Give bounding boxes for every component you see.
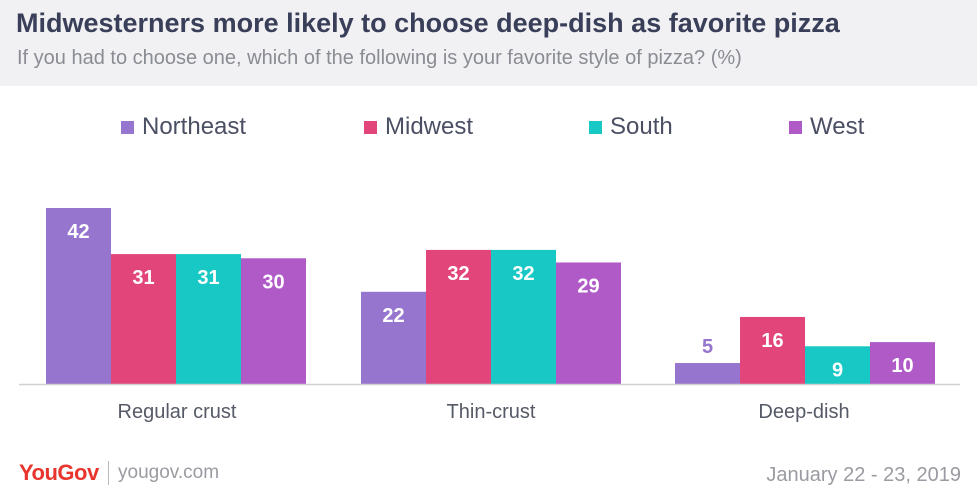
bar-regular-crust-northeast (46, 208, 111, 384)
data-label-thin-crust-northeast: 22 (382, 305, 404, 327)
footer-divider (108, 461, 109, 485)
legend-swatch-northeast (121, 120, 134, 134)
category-label-thin-crust: Thin-crust (447, 401, 536, 423)
bar-deep-dish-midwest (740, 316, 805, 384)
bar-thin-crust-west (556, 262, 621, 384)
data-label-thin-crust-midwest: 32 (447, 263, 469, 285)
bar-regular-crust-midwest (111, 254, 176, 384)
data-label-deep-dish-midwest: 16 (761, 330, 783, 352)
data-label-regular-crust-midwest: 31 (132, 267, 154, 289)
legend-item-south: South (589, 110, 673, 144)
bar-deep-dish-west (870, 342, 935, 384)
bar-regular-crust-west (241, 258, 306, 384)
data-label-regular-crust-south: 31 (197, 267, 219, 289)
legend-item-northeast: Northeast (121, 110, 246, 144)
data-label-deep-dish-northeast: 5 (702, 336, 713, 358)
legend-label-south: South (610, 113, 673, 140)
data-label-deep-dish-west: 10 (891, 355, 913, 377)
data-label-thin-crust-south: 32 (512, 263, 534, 285)
data-label-regular-crust-northeast: 42 (67, 221, 89, 243)
bar-thin-crust-midwest (426, 249, 491, 384)
chart-title: Midwesterners more likely to choose deep… (16, 8, 840, 38)
legend-label-west: West (810, 113, 865, 140)
legend-label-northeast: Northeast (142, 113, 247, 140)
footer-url: yougov.com (118, 462, 220, 483)
data-label-deep-dish-south: 9 (832, 359, 843, 381)
yougov-logo: YouGov (19, 460, 99, 485)
category-label-deep-dish: Deep-dish (758, 401, 849, 423)
legend-item-west: West (789, 110, 864, 144)
legend-item-midwest: Midwest (364, 110, 473, 144)
legend-swatch-south (589, 120, 602, 134)
bar-thin-crust-northeast (361, 291, 426, 384)
category-label-regular-crust: Regular crust (118, 401, 237, 423)
data-label-regular-crust-west: 30 (262, 271, 284, 293)
chart-legend: Northeast Midwest South West (0, 110, 977, 144)
bar-thin-crust-south (491, 249, 556, 384)
legend-label-midwest: Midwest (385, 113, 474, 140)
chart-subtitle: If you had to choose one, which of the f… (17, 47, 742, 69)
legend-swatch-midwest (364, 120, 377, 134)
bar-deep-dish-northeast (675, 363, 740, 384)
bar-regular-crust-south (176, 254, 241, 384)
data-label-thin-crust-west: 29 (577, 275, 599, 297)
survey-date: January 22 - 23, 2019 (766, 464, 961, 486)
bar-deep-dish-south (805, 346, 870, 384)
legend-swatch-west (789, 120, 802, 134)
chart-header: Midwesterners more likely to choose deep… (0, 0, 977, 86)
